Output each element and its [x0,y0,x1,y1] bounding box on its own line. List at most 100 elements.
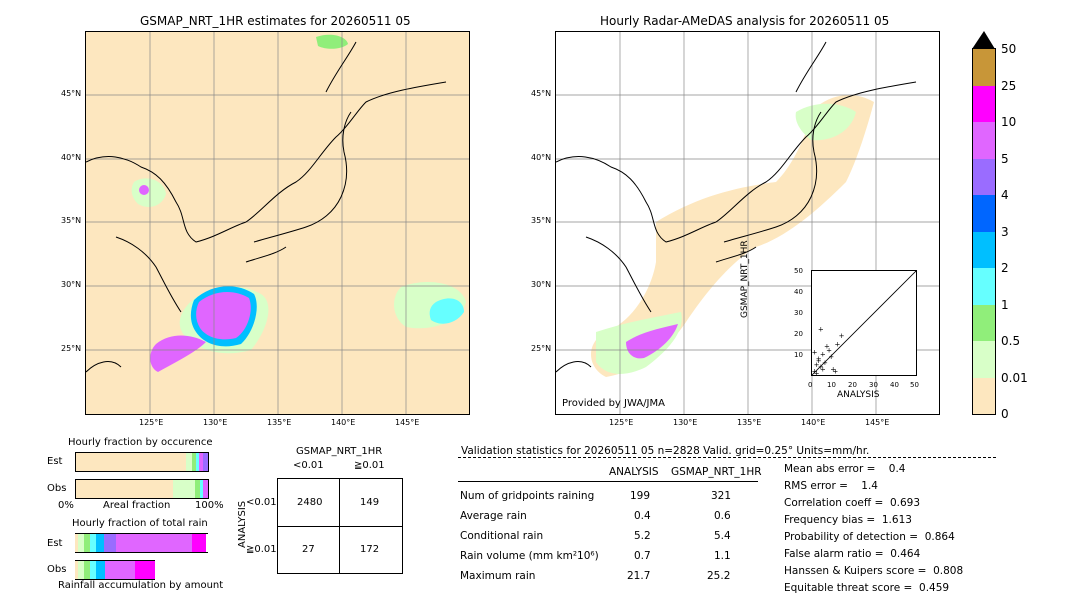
cbar-label-10: 10 [1001,115,1017,129]
contingency-col-ge: ≧0.01 [354,460,385,471]
left-map-grid [86,32,469,414]
fraction-axis-left: 0% [58,500,74,511]
fraction-total-footer: Rainfall accumulation by amount [58,580,224,591]
left-lat-40: 40°N [61,153,82,162]
validation-col-analysis: ANALYSIS [609,466,659,478]
cbar-label-4: 4 [1001,188,1009,202]
colorbar-seg-10 [973,122,995,159]
fraction-occurrence-row-est: Est [47,456,63,467]
validation-row-label: Num of gridpoints raining [460,490,595,502]
scatter-point: + [814,369,820,375]
cbar-label-25: 25 [1001,79,1017,93]
scatter-point: + [820,351,826,359]
cbar-label-3: 3 [1001,225,1009,239]
validation-row-gsmap: 5.4 [714,530,731,542]
inset-xlabel: ANALYSIS [837,390,880,400]
rain-cell-korea [139,185,149,195]
left-lat-25: 25°N [61,344,82,353]
scatter-point: + [816,357,822,365]
validation-row-gsmap: 25.2 [707,570,731,582]
analysis-north-green [795,103,856,141]
inset-tick-y20: 20 [794,330,803,338]
scatter-point: + [834,340,840,348]
right-lon-125: 125°E [609,418,634,427]
rain-area-heavy [196,292,251,340]
colorbar-seg-3 [973,232,995,268]
cbar-label-1: 1 [1001,298,1009,312]
left-lon-125: 125°E [139,418,164,427]
fraction-axis-right: 100% [195,500,224,511]
colorbar-seg-05 [973,341,995,378]
scatter-point: + [818,326,824,334]
contingency-cell-11: 172 [360,544,380,555]
inset-tick-x40: 40 [890,381,899,389]
fraction-total-est-bar [75,533,208,553]
right-lon-140: 140°E [801,418,826,427]
left-map-title: GSMAP_NRT_1HR estimates for 20260511 05 [140,14,411,28]
contingency-cell-00: 2480 [297,497,323,508]
cbar-label-2: 2 [1001,261,1009,275]
left-map-canvas [86,32,469,414]
fraction-axis-mid: Areal fraction [103,500,171,511]
inset-scatter-plot: ++++++++++++++++++ [812,271,916,375]
fraction-occurrence-title: Hourly fraction by occurence [68,437,213,448]
fraction-total-row-est: Est [47,538,63,549]
inset-tick-x50: 50 [910,381,919,389]
left-lat-45: 45°N [61,89,82,98]
rain-area-band [150,335,206,372]
right-map-coastline [556,41,917,373]
analysis-coverage [591,95,874,378]
right-lat-35: 35°N [531,216,552,225]
cbar-label-50: 50 [1001,42,1017,56]
rain-area-korea [131,178,166,207]
fraction-occurrence-obs-bar [75,479,209,499]
left-map [85,31,470,415]
scatter-point: + [824,342,830,350]
contingency-grid: 2480 149 27 172 [277,478,403,574]
validation-row-label: Conditional rain [460,530,544,542]
fraction-occurrence-est-bar [75,452,209,472]
score-mae: Mean abs error = 0.4 [784,463,906,475]
right-lon-135: 135°E [737,418,762,427]
scatter-point: + [839,332,845,340]
cbar-label-5: 5 [1001,152,1009,166]
contingency-cell-01: 149 [360,497,380,508]
score-ets: Equitable threat score = 0.459 [784,582,950,594]
colorbar-seg-5 [973,159,995,195]
validation-row-analysis: 0.4 [634,510,651,522]
contingency-row-lt: <0.01 [246,497,277,508]
validation-row-analysis: 5.2 [634,530,651,542]
colorbar-seg-50 [973,49,995,86]
validation-row-label: Rain volume (mm km²10⁶) [460,550,599,562]
scatter-point: + [814,361,820,369]
cbar-label-001: 0.01 [1001,371,1028,385]
score-correlation: Correlation coeff = 0.693 [784,497,920,509]
scatter-point: + [818,363,824,371]
inset-scatter: + + + + + + + + + + + + + + + + + + [811,270,917,376]
validation-row-gsmap: 321 [711,490,732,502]
scatter-point: + [816,355,822,363]
contingency-cell-10: 27 [302,544,315,555]
left-lon-145: 145°E [395,418,420,427]
contingency-row-ge: ≧0.01 [246,544,277,555]
inset-tick-x10: 10 [827,381,836,389]
validation-row-analysis: 0.7 [634,550,651,562]
score-far: False alarm ratio = 0.464 [784,548,921,560]
contingency-col-lt: <0.01 [293,460,324,471]
score-frequency-bias: Frequency bias = 1.613 [784,514,912,526]
validation-col-rule [458,481,758,482]
scatter-point: + [822,359,828,367]
validation-col-gsmap: GSMAP_NRT_1HR [671,466,762,478]
scatter-point: + [812,367,818,375]
right-lat-25: 25°N [531,344,552,353]
validation-row-label: Average rain [460,510,527,522]
right-lat-30: 30°N [531,280,552,289]
scatter-point: + [812,349,818,357]
score-rms: RMS error = 1.4 [784,480,878,492]
fraction-total-title: Hourly fraction of total rain [72,518,208,529]
rain-area-north [316,34,348,49]
right-map: + + + + + + + + + + + + + + + + + + Provided by JWA/JMA [555,31,940,415]
score-pod: Probability of detection = 0.864 [784,531,955,543]
scatter-point: + [830,365,836,373]
score-hk: Hanssen & Kuipers score = 0.808 [784,565,964,577]
